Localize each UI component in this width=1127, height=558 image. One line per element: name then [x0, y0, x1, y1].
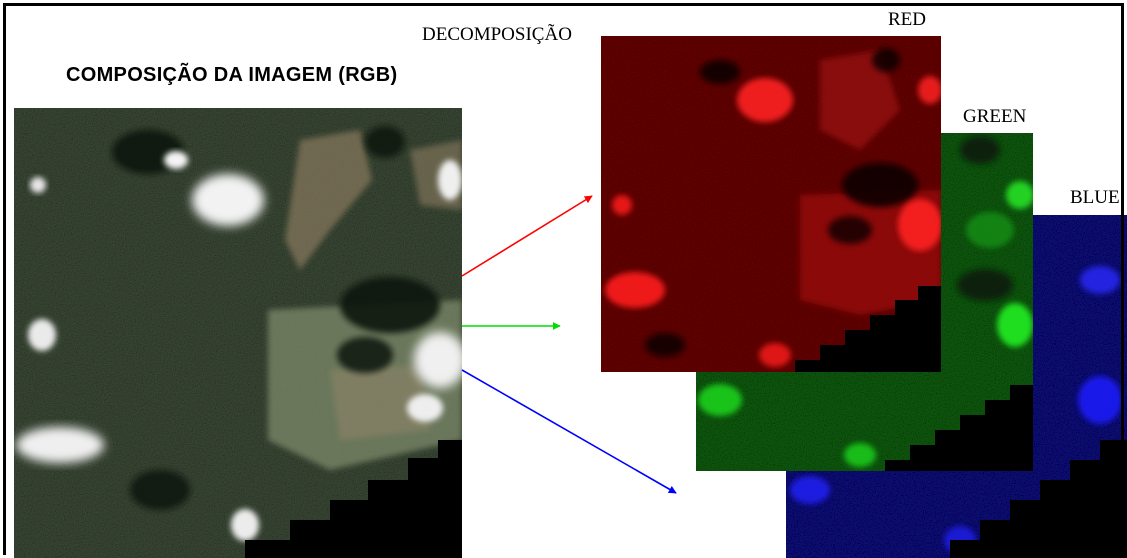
red-channel-image — [601, 36, 941, 372]
composite-rgb-image — [14, 108, 462, 558]
green-channel-label: GREEN — [963, 106, 1027, 127]
red-arrow — [461, 195, 593, 277]
red-channel-label: RED — [888, 9, 926, 30]
blue-channel-label: BLUE — [1070, 187, 1120, 208]
blue-arrow — [461, 369, 677, 494]
decomposition-label: DECOMPOSIÇÃO — [422, 24, 572, 45]
composite-title: COMPOSIÇÃO DA IMAGEM (RGB) — [66, 64, 398, 86]
